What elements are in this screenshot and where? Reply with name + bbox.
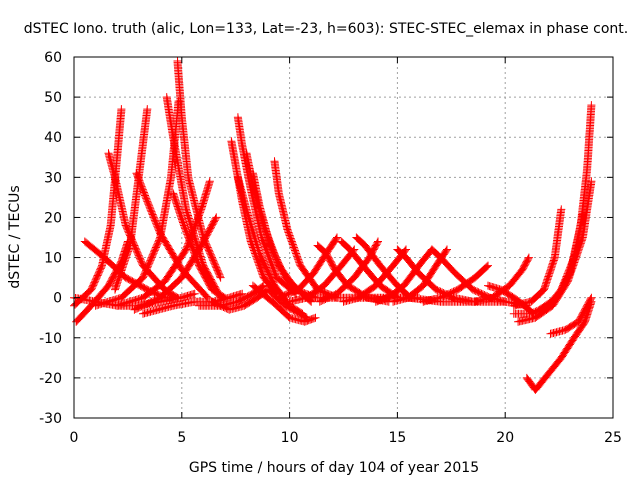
series-markers xyxy=(233,173,307,318)
plot-frame xyxy=(73,56,614,419)
series-markers xyxy=(248,281,320,326)
series-markers xyxy=(72,237,132,326)
chart-title: dSTEC Iono. truth (alic, Lon=133, Lat=-2… xyxy=(24,21,628,37)
y-tick-label: -10 xyxy=(39,331,62,347)
x-tick-label: 20 xyxy=(496,430,514,446)
y-tick-label: -30 xyxy=(39,411,62,427)
y-tick-label: -20 xyxy=(39,371,62,387)
series-21 xyxy=(248,281,320,326)
series-39 xyxy=(535,101,596,314)
series-markers xyxy=(535,101,596,314)
series-markers xyxy=(522,297,596,394)
series-17 xyxy=(248,169,316,306)
series-41 xyxy=(522,297,596,394)
series-20 xyxy=(208,285,311,322)
series-markers xyxy=(173,57,225,282)
x-tick-label: 0 xyxy=(70,430,79,446)
grid-lines xyxy=(74,57,613,418)
y-tick-label: 50 xyxy=(44,90,62,106)
series-markers xyxy=(208,285,311,322)
series-43 xyxy=(307,293,531,310)
series-markers xyxy=(307,293,531,310)
series-markers xyxy=(248,169,316,306)
x-tick-label: 5 xyxy=(177,430,186,446)
y-tick-label: 40 xyxy=(44,130,62,146)
x-tick-label: 10 xyxy=(281,430,299,446)
y-tick-label: 10 xyxy=(44,251,62,267)
data-series xyxy=(70,57,596,394)
y-tick-label: 30 xyxy=(44,170,62,186)
x-tick-label: 15 xyxy=(388,430,406,446)
axis-ticks: 0 5 10 15 20 25 -30 -20 -10 0 10 20 30 40 50 60 xyxy=(39,50,622,446)
y-tick-label: 20 xyxy=(44,210,62,226)
y-axis-label: dSTEC / TECUs xyxy=(7,185,23,288)
series-2 xyxy=(72,237,132,326)
series-18 xyxy=(233,173,307,318)
y-tick-label: 0 xyxy=(53,291,62,307)
series-8 xyxy=(173,57,225,282)
x-tick-label: 25 xyxy=(604,430,622,446)
x-axis-label: GPS time / hours of day 104 of year 2015 xyxy=(189,460,479,476)
y-tick-label: 60 xyxy=(44,50,62,66)
